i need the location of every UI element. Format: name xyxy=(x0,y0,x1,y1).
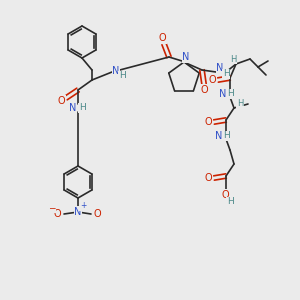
Text: +: + xyxy=(80,202,86,211)
Text: O: O xyxy=(204,173,212,183)
Text: N: N xyxy=(69,103,77,113)
Text: O: O xyxy=(204,117,212,127)
Text: O: O xyxy=(158,33,166,43)
Text: H: H xyxy=(228,89,234,98)
Text: N: N xyxy=(74,207,82,217)
Text: O: O xyxy=(57,96,65,106)
Text: H: H xyxy=(230,55,236,64)
Text: N: N xyxy=(215,131,223,141)
Text: H: H xyxy=(226,197,233,206)
Text: N: N xyxy=(182,52,190,62)
Text: H: H xyxy=(118,71,125,80)
Text: O: O xyxy=(93,209,101,219)
Text: N: N xyxy=(112,66,120,76)
Text: O: O xyxy=(53,209,61,219)
Text: O: O xyxy=(208,75,216,85)
Text: −: − xyxy=(48,203,56,212)
Text: H: H xyxy=(79,103,86,112)
Text: H: H xyxy=(237,100,243,109)
Text: H: H xyxy=(223,70,230,79)
Text: N: N xyxy=(219,89,227,99)
Text: H: H xyxy=(224,131,230,140)
Text: O: O xyxy=(221,190,229,200)
Text: N: N xyxy=(216,63,224,73)
Text: O: O xyxy=(200,85,208,95)
